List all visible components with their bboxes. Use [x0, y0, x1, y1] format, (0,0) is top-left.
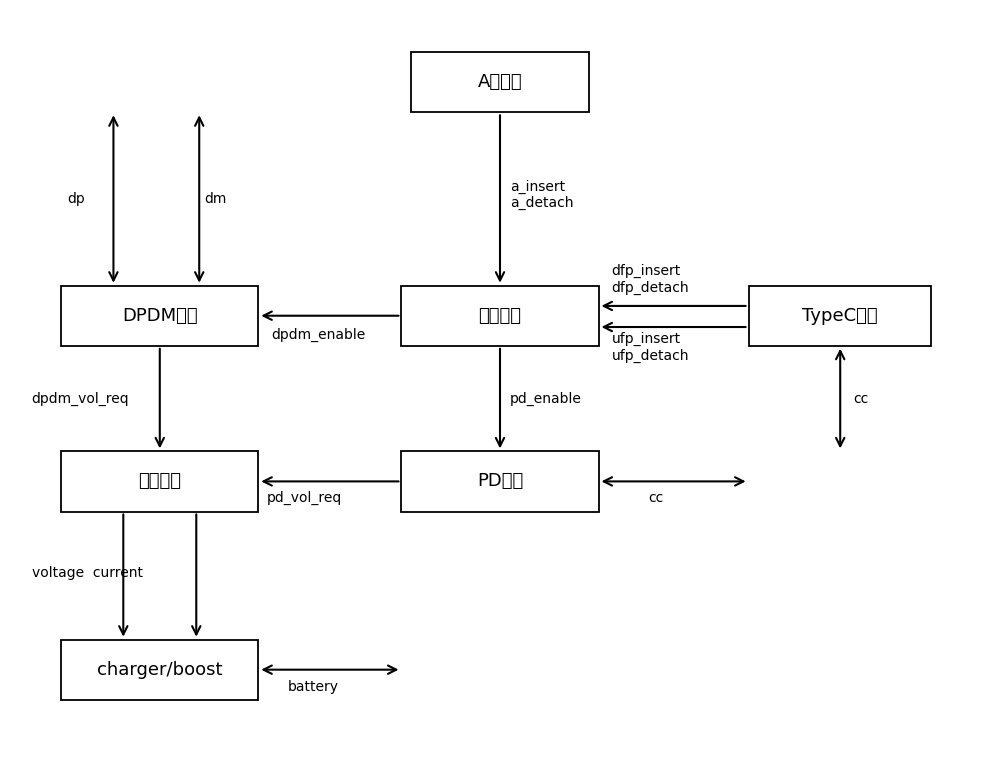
Text: dm: dm	[204, 192, 227, 206]
Text: DPDM协议: DPDM协议	[122, 307, 198, 324]
Bar	[401, 451, 599, 512]
Text: pd_enable: pd_enable	[510, 391, 582, 406]
Text: cc: cc	[853, 392, 868, 406]
Text: battery: battery	[288, 680, 339, 694]
Text: dp: dp	[67, 192, 85, 206]
Text: dpdm_vol_req: dpdm_vol_req	[32, 391, 129, 406]
Bar	[61, 285, 258, 346]
Text: a_insert
a_detach: a_insert a_detach	[510, 180, 573, 210]
Text: 场景控制: 场景控制	[479, 307, 522, 324]
Text: dpdm_enable: dpdm_enable	[271, 328, 365, 341]
Text: pd_vol_req: pd_vol_req	[266, 491, 342, 505]
Text: voltage  current: voltage current	[32, 566, 143, 581]
Bar	[749, 285, 931, 346]
Bar	[61, 640, 258, 700]
Text: A口检测: A口检测	[478, 74, 522, 91]
Text: PD协议: PD协议	[477, 472, 523, 490]
Text: charger/boost: charger/boost	[97, 660, 223, 679]
Text: ufp_insert
ufp_detach: ufp_insert ufp_detach	[611, 332, 689, 363]
Text: TypeC协议: TypeC协议	[802, 307, 878, 324]
Text: dfp_insert
dfp_detach: dfp_insert dfp_detach	[611, 265, 689, 295]
Bar	[411, 52, 589, 113]
Bar	[401, 285, 599, 346]
Text: 电源控制: 电源控制	[138, 472, 181, 490]
Bar	[61, 451, 258, 512]
Text: cc: cc	[648, 491, 663, 505]
